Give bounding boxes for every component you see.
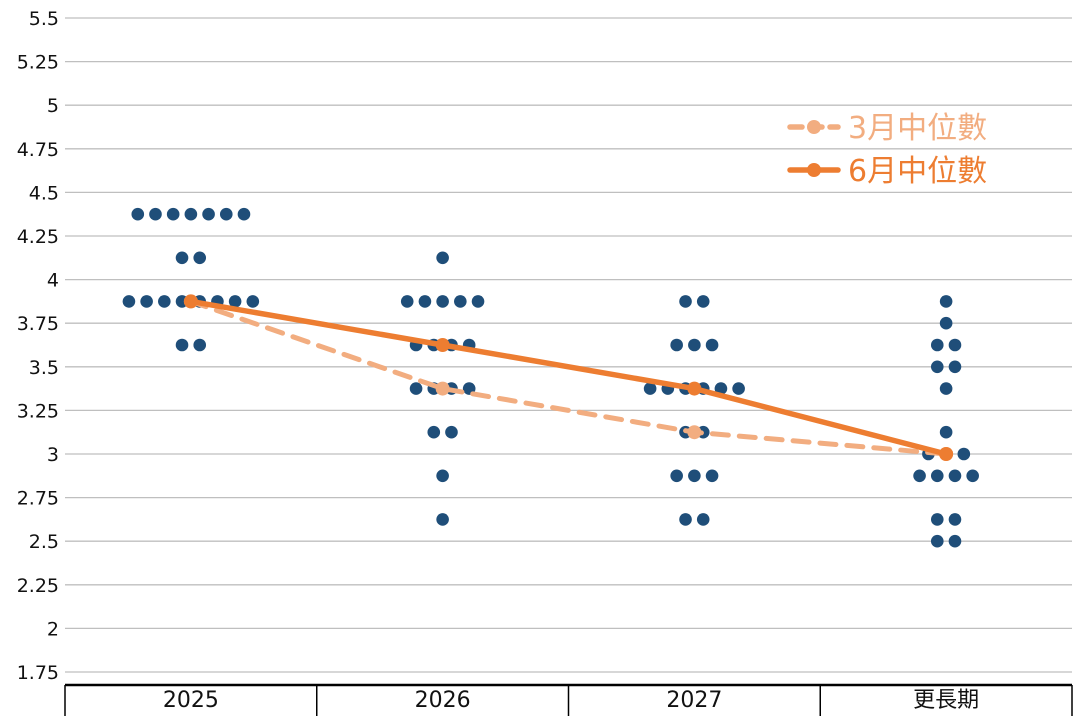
participant-dot — [193, 338, 207, 352]
participant-dot — [409, 382, 423, 395]
y-tick-label: 4.75 — [17, 139, 59, 161]
participant-dot — [705, 469, 719, 483]
median-point — [183, 294, 198, 309]
participant-dot — [149, 207, 162, 221]
legend-swatch-point — [807, 120, 821, 134]
dot-markers — [122, 207, 979, 548]
participant-dot — [948, 338, 962, 352]
participant-dot — [939, 295, 953, 308]
y-tick-label: 4.25 — [17, 226, 59, 248]
participant-dot — [131, 207, 145, 221]
y-axis: 1.75 2 2.25 2.5 2.75 3 3.25 3.5 3.75 4 4.25 4.5 4.75… — [17, 8, 59, 684]
participant-dot — [696, 295, 710, 308]
median-point — [687, 425, 702, 440]
legend: 3月中位數 6月中位數 — [787, 111, 987, 189]
x-tick-label: 2027 — [666, 688, 722, 713]
participant-dot — [436, 513, 449, 526]
participant-dot — [643, 382, 657, 395]
participant-dot — [175, 338, 189, 352]
y-tick-label: 5 — [47, 95, 59, 117]
participant-dot — [122, 295, 136, 308]
participant-dot — [913, 469, 926, 483]
participant-dot — [966, 469, 979, 483]
median-point — [687, 381, 702, 396]
x-tick-label: 2026 — [415, 688, 471, 713]
y-tick-label: 3.5 — [29, 357, 59, 379]
y-tick-label: 5.25 — [17, 52, 59, 74]
median-point — [939, 447, 954, 461]
participant-dot — [696, 513, 710, 526]
participant-dot — [688, 338, 701, 352]
participant-dot — [445, 425, 458, 439]
participant-dot — [202, 207, 215, 221]
participant-dot — [454, 295, 467, 308]
participant-dot — [939, 382, 953, 395]
y-tick-label: 4 — [47, 270, 59, 292]
participant-dot — [237, 207, 251, 221]
participant-dot — [246, 295, 260, 308]
y-tick-label: 3.75 — [17, 313, 59, 335]
participant-dot — [436, 469, 449, 483]
participant-dot — [670, 469, 683, 483]
participant-dot — [930, 338, 944, 352]
y-tick-label: 3.25 — [17, 400, 59, 422]
median-lines — [183, 294, 954, 461]
participant-dot — [679, 513, 692, 526]
participant-dot — [930, 513, 944, 526]
median-point — [435, 338, 450, 352]
participant-dot — [679, 295, 692, 308]
participant-dot — [957, 447, 971, 461]
y-tick-label: 1.75 — [17, 662, 59, 684]
participant-dot — [418, 295, 432, 308]
x-axis: 2025 2026 2027 更長期 — [64, 683, 1073, 716]
gridlines — [65, 17, 1072, 673]
median-line — [188, 298, 949, 457]
participant-dot — [400, 295, 414, 308]
legend-label: 3月中位數 — [848, 111, 987, 146]
y-tick-label: 2.25 — [17, 575, 59, 597]
participant-dot — [688, 469, 701, 483]
participant-dot — [436, 251, 449, 265]
participant-dot — [948, 534, 962, 548]
legend-swatch-point — [807, 163, 821, 177]
participant-dot — [175, 251, 189, 265]
participant-dot — [184, 207, 198, 221]
participant-dot — [930, 469, 944, 483]
x-tick-label: 2025 — [163, 688, 219, 713]
y-tick-label: 2.75 — [17, 488, 59, 510]
participant-dot — [930, 534, 944, 548]
median-point — [435, 381, 450, 396]
participant-dot — [705, 338, 719, 352]
participant-dot — [158, 295, 171, 308]
participant-dot — [930, 360, 944, 374]
participant-dot — [948, 469, 962, 483]
participant-dot — [939, 316, 953, 330]
median-line — [188, 298, 949, 457]
participant-dot — [670, 338, 683, 352]
participant-dot — [436, 295, 449, 308]
participant-dot — [948, 360, 962, 374]
y-tick-label: 2.5 — [29, 531, 59, 553]
participant-dot — [140, 295, 153, 308]
participant-dot — [732, 382, 745, 395]
x-tick-label: 更長期 — [913, 688, 979, 713]
participant-dot — [193, 251, 207, 265]
participant-dot — [427, 425, 441, 439]
legend-label: 6月中位數 — [848, 154, 987, 189]
y-tick-label: 3 — [47, 444, 59, 466]
y-tick-label: 4.5 — [29, 182, 59, 204]
participant-dot — [166, 207, 180, 221]
participant-dot — [471, 295, 485, 308]
participant-dot — [219, 207, 233, 221]
participant-dot — [948, 513, 962, 526]
y-tick-label: 2 — [47, 618, 59, 640]
y-tick-label: 5.5 — [29, 8, 59, 30]
participant-dot — [714, 382, 728, 395]
participant-dot — [228, 295, 242, 308]
participant-dot — [939, 425, 953, 439]
